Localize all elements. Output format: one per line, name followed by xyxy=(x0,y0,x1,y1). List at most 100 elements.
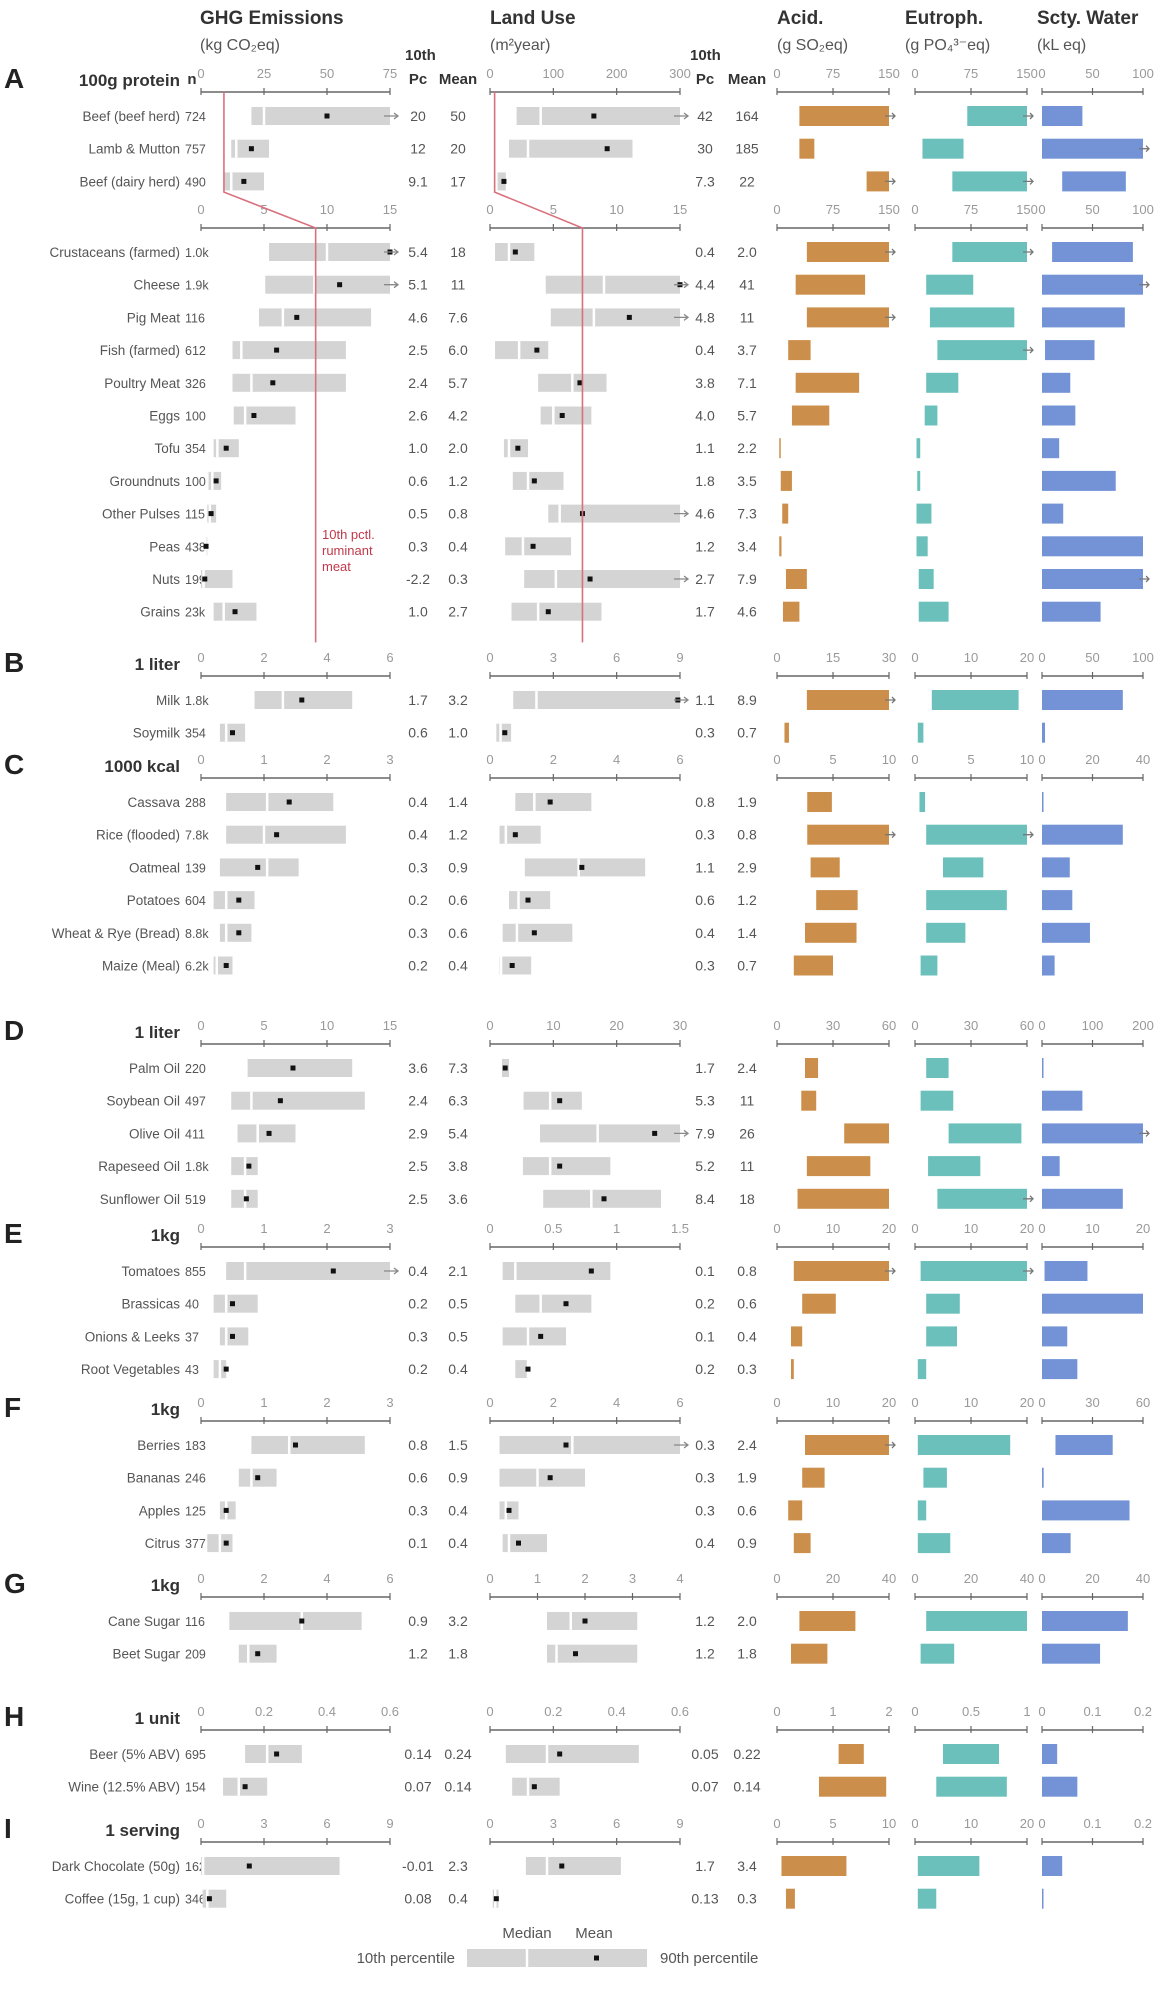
land-box-mean-marker xyxy=(588,1268,594,1274)
table-row: Cane Sugar 116 0.9 3.2 1.2 2.0 xyxy=(108,1613,757,1629)
land-box xyxy=(496,723,512,742)
eutro-axis: 0 0.5 1 xyxy=(911,1704,1031,1733)
land-10th-pc: 2.7 xyxy=(695,571,715,587)
land-axis: 0 1 2 3 4 xyxy=(486,1571,684,1600)
acid-axis-tick-label: 150 xyxy=(878,202,900,217)
land-axis-tick-label: 20 xyxy=(609,1018,623,1033)
land-box-range xyxy=(513,691,680,709)
ghg-axis: 0 0.2 0.4 0.6 xyxy=(197,1704,399,1733)
ghg-box-overflow-arrow xyxy=(384,1267,400,1275)
sample-count: 125 xyxy=(185,1504,206,1518)
sample-count: 139 xyxy=(185,861,206,875)
water-axis: 0 0.1 0.2 xyxy=(1038,1816,1152,1845)
land-10th-pc: 0.4 xyxy=(695,925,715,941)
land-10th-pc: 5.3 xyxy=(695,1093,715,1109)
eutro-bar xyxy=(948,1123,1022,1144)
acid-axis-tick-label: 2 xyxy=(885,1704,892,1719)
land-box-mean-marker xyxy=(515,445,521,451)
acid xyxy=(779,536,782,557)
acid-unit: (g SO₂eq) xyxy=(777,37,848,54)
water-axis-tick-label: 0.2 xyxy=(1134,1816,1152,1831)
acid xyxy=(805,922,857,943)
acid-axis-tick-label: 0 xyxy=(773,650,780,665)
table-row: Pig Meat 116 4.6 7.6 4.8 11 xyxy=(127,309,755,325)
land-box xyxy=(513,691,690,709)
eutro xyxy=(918,601,949,622)
eutro xyxy=(948,1123,1022,1144)
ghg-mean: 0.5 xyxy=(448,1296,468,1312)
land-box xyxy=(547,1612,638,1630)
acid-axis-tick-label: 0 xyxy=(773,1704,780,1719)
acid xyxy=(807,824,896,845)
ghg-10th-pc: 0.3 xyxy=(408,1502,428,1518)
land-box xyxy=(550,308,690,327)
water xyxy=(1042,690,1123,710)
ghg-mean: 18 xyxy=(450,244,466,260)
ghg-axis-tick-label: 4 xyxy=(323,1571,330,1586)
ghg-box-mean-marker xyxy=(255,1475,261,1481)
land-box xyxy=(525,1857,621,1875)
eutro-axis: 0 30 60 xyxy=(911,1018,1034,1047)
land-box-mean-marker xyxy=(557,1098,563,1104)
food-name: Soybean Oil xyxy=(106,1094,180,1109)
ghg-box-range xyxy=(219,923,252,942)
land-axis-tick-label: 100 xyxy=(542,66,564,81)
water xyxy=(1042,1744,1058,1764)
land-mean: 0.8 xyxy=(737,827,757,843)
ghg-box xyxy=(238,1468,277,1487)
land-mean: 11 xyxy=(740,1093,755,1109)
acid xyxy=(791,1643,828,1664)
ghg-box xyxy=(213,891,255,910)
land-box xyxy=(499,1059,509,1077)
water xyxy=(1042,1467,1044,1488)
ghg-axis-tick-label: 3 xyxy=(260,1816,267,1831)
functional-unit: 1kg xyxy=(151,1226,180,1245)
ghg-box xyxy=(208,471,222,490)
eutro-bar xyxy=(917,1500,927,1521)
ghg-mean: 0.6 xyxy=(448,892,468,908)
water-axis-tick-label: 100 xyxy=(1132,202,1154,217)
eutro-bar xyxy=(926,824,1027,845)
acid xyxy=(799,138,815,159)
eutro xyxy=(917,470,921,491)
land-box-mean-marker xyxy=(534,347,540,353)
water xyxy=(1042,1856,1063,1876)
acid-axis-tick-label: 30 xyxy=(826,1018,840,1033)
acid-overflow-arrow xyxy=(885,1267,896,1275)
ghg-axis-tick-label: 0 xyxy=(197,1704,204,1719)
water-axis: 0 0.1 0.2 xyxy=(1038,1704,1152,1733)
land-box xyxy=(543,1189,661,1208)
ghg-box-mean-marker xyxy=(223,963,229,968)
ghg-mean: 0.4 xyxy=(448,1535,468,1551)
ghg-box xyxy=(223,1777,268,1796)
sample-count: 199 xyxy=(185,573,206,587)
water xyxy=(1052,242,1133,262)
water xyxy=(1042,857,1070,878)
land-axis-tick-label: 3 xyxy=(550,1816,557,1831)
land-mean: 1.2 xyxy=(737,892,757,908)
acid-axis-tick-label: 5 xyxy=(829,752,836,767)
eutro-bar xyxy=(918,601,949,622)
land-mean: 0.3 xyxy=(737,1361,757,1377)
ghg-10th-pc: 0.3 xyxy=(408,538,428,554)
eutro-bar xyxy=(916,438,921,459)
land-box-mean-marker xyxy=(493,1896,499,1902)
land-10th-pc: 0.3 xyxy=(695,1437,715,1453)
acid xyxy=(780,470,792,491)
table-row: Rapeseed Oil 1.8k 2.5 3.8 5.2 11 xyxy=(98,1158,754,1174)
eutro-axis-tick-label: 40 xyxy=(1020,1571,1034,1586)
ghg-box-mean-marker xyxy=(206,1896,212,1902)
food-name: Maize (Meal) xyxy=(102,959,180,974)
acid xyxy=(819,1776,887,1797)
land-axis-tick-label: 3 xyxy=(550,650,557,665)
acid-axis-tick-label: 150 xyxy=(878,66,900,81)
water-bar xyxy=(1042,1611,1128,1631)
ghg-axis: 0 2 4 6 xyxy=(197,1571,394,1600)
eutro-axis-tick-label: 10 xyxy=(964,1816,978,1831)
land-box-range xyxy=(499,1436,680,1454)
water xyxy=(1042,824,1123,845)
ghg-box xyxy=(269,243,400,261)
ghg-axis: 0 1 2 3 xyxy=(197,1221,394,1250)
water xyxy=(1042,307,1125,328)
land-mean: 41 xyxy=(739,277,755,293)
